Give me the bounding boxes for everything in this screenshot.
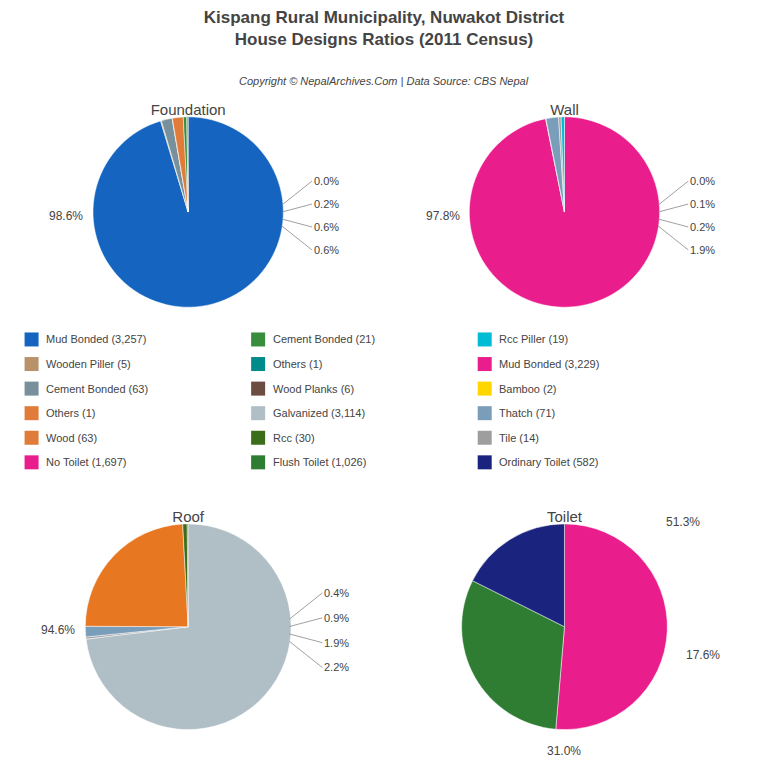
svg-text:Mud Bonded (3,229): Mud Bonded (3,229) <box>499 358 599 370</box>
svg-text:Copyright © NepalArchives.Com: Copyright © NepalArchives.Com | Data Sou… <box>239 75 529 87</box>
svg-text:98.6%: 98.6% <box>49 209 83 223</box>
svg-text:Rcc Piller (19): Rcc Piller (19) <box>499 333 568 345</box>
svg-text:Tile (14): Tile (14) <box>499 432 539 444</box>
svg-text:Cement Bonded (63): Cement Bonded (63) <box>46 383 148 395</box>
svg-text:Bamboo (2): Bamboo (2) <box>499 383 556 395</box>
svg-text:No Toilet (1,697): No Toilet (1,697) <box>46 456 127 468</box>
svg-text:51.3%: 51.3% <box>666 515 700 529</box>
svg-text:Kispang Rural Municipality, Nu: Kispang Rural Municipality, Nuwakot Dist… <box>204 8 565 49</box>
svg-text:Roof: Roof <box>172 508 205 525</box>
svg-text:0.2%: 0.2% <box>690 221 715 233</box>
svg-text:Others (1): Others (1) <box>46 407 96 419</box>
svg-text:Flush Toilet (1,026): Flush Toilet (1,026) <box>273 456 366 468</box>
svg-text:Cement Bonded (21): Cement Bonded (21) <box>273 333 375 345</box>
svg-text:Foundation: Foundation <box>151 101 226 118</box>
svg-text:Rcc (30): Rcc (30) <box>273 432 315 444</box>
svg-text:Mud Bonded (3,257): Mud Bonded (3,257) <box>46 333 146 345</box>
svg-text:0.4%: 0.4% <box>324 587 349 599</box>
svg-text:Wall: Wall <box>550 101 579 118</box>
svg-text:1.9%: 1.9% <box>324 637 349 649</box>
svg-text:0.6%: 0.6% <box>314 244 339 256</box>
svg-text:Thatch (71): Thatch (71) <box>499 407 555 419</box>
svg-text:0.6%: 0.6% <box>314 221 339 233</box>
svg-text:2.2%: 2.2% <box>324 661 349 673</box>
svg-text:0.0%: 0.0% <box>690 175 715 187</box>
svg-text:Wood Planks (6): Wood Planks (6) <box>273 383 354 395</box>
svg-text:Toilet: Toilet <box>547 508 583 525</box>
svg-text:Galvanized (3,114): Galvanized (3,114) <box>273 407 365 419</box>
svg-text:Wooden Piller (5): Wooden Piller (5) <box>46 358 131 370</box>
svg-text:0.0%: 0.0% <box>314 175 339 187</box>
svg-text:94.6%: 94.6% <box>41 623 75 637</box>
svg-text:0.1%: 0.1% <box>690 198 715 210</box>
svg-text:Others (1): Others (1) <box>273 358 323 370</box>
svg-text:0.9%: 0.9% <box>324 612 349 624</box>
svg-text:0.2%: 0.2% <box>314 198 339 210</box>
svg-text:Wood (63): Wood (63) <box>46 432 97 444</box>
svg-text:Ordinary Toilet (582): Ordinary Toilet (582) <box>499 456 598 468</box>
svg-text:1.9%: 1.9% <box>690 244 715 256</box>
svg-text:31.0%: 31.0% <box>547 744 581 758</box>
svg-text:17.6%: 17.6% <box>686 648 720 662</box>
svg-text:97.8%: 97.8% <box>426 209 460 223</box>
